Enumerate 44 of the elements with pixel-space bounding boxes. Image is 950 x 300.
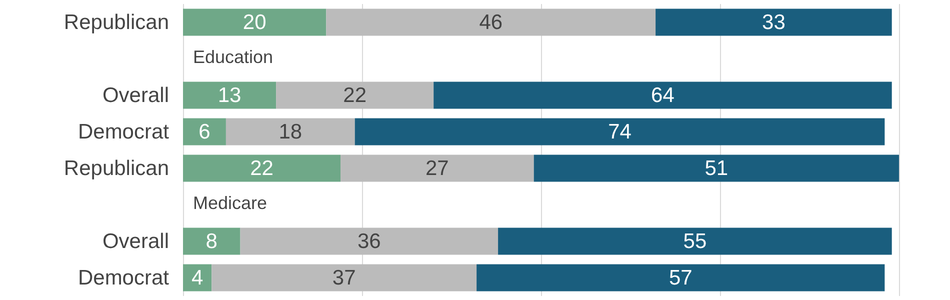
bar — [212, 264, 477, 292]
bar — [240, 228, 498, 255]
bar — [326, 8, 656, 36]
bar — [183, 154, 341, 182]
y-tick-label: Democrat — [78, 266, 170, 290]
bar — [276, 82, 434, 109]
data-label: 33 — [762, 10, 786, 34]
data-label: 22 — [250, 156, 274, 180]
bar — [183, 264, 212, 292]
bar — [498, 228, 892, 255]
bar — [183, 82, 276, 109]
data-label: 74 — [608, 120, 632, 144]
data-label: 27 — [426, 156, 449, 180]
y-tick-label: Overall — [102, 230, 169, 253]
y-tick-label: Medicare — [193, 192, 268, 213]
bar — [656, 8, 892, 36]
data-label: 46 — [479, 10, 503, 34]
data-label: 37 — [332, 266, 356, 290]
bar — [340, 154, 534, 182]
bar — [434, 82, 892, 109]
data-label: 20 — [242, 10, 266, 34]
bar — [183, 118, 226, 146]
data-label: 4 — [191, 266, 204, 290]
y-tick-label: Republican — [64, 10, 169, 34]
data-label: 22 — [343, 84, 367, 107]
bar — [183, 228, 240, 255]
data-label: 13 — [218, 84, 242, 107]
bar — [226, 118, 355, 146]
bar — [183, 8, 326, 36]
data-label: 6 — [198, 120, 210, 144]
data-label: 57 — [668, 266, 692, 290]
data-label: 64 — [651, 84, 675, 107]
y-tick-label: Education — [193, 46, 274, 67]
bar — [354, 118, 885, 146]
y-tick-label: Democrat — [78, 120, 170, 144]
data-label: 8 — [206, 230, 218, 253]
bar — [534, 154, 899, 182]
data-label: 55 — [683, 230, 707, 253]
y-tick-label: Overall — [102, 84, 169, 107]
bar — [476, 264, 885, 292]
y-tick-label: Republican — [64, 156, 169, 180]
data-label: 18 — [278, 120, 302, 144]
data-label: 36 — [357, 230, 381, 253]
data-label: 51 — [704, 156, 728, 180]
